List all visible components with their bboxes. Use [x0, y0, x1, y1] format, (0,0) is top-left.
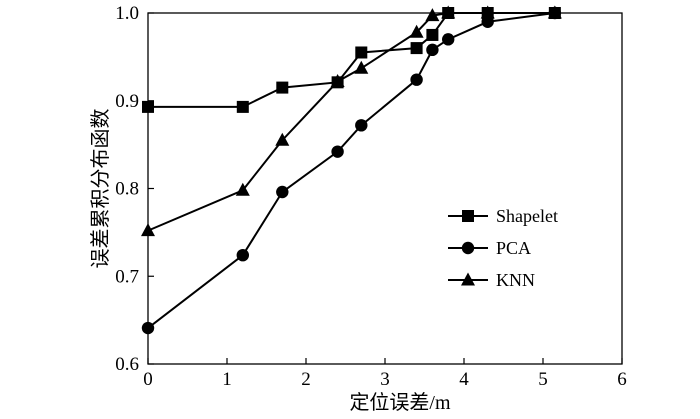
data-point-shapelet	[236, 100, 249, 113]
data-point-shapelet	[276, 81, 289, 94]
legend-marker-knn	[461, 272, 475, 286]
series-line-pca	[147, 12, 555, 329]
y-tick-label: 0.8	[115, 179, 139, 200]
y-tick-label: 0.9	[115, 91, 139, 112]
legend: Shapelet PCA KNN	[448, 206, 558, 290]
legend-label-shapelet: Shapelet	[496, 206, 558, 226]
data-point-shapelet	[426, 28, 439, 41]
legend-label-knn: KNN	[496, 270, 535, 290]
data-point-knn	[409, 24, 424, 38]
y-tick-label: 0.7	[115, 266, 139, 287]
plot-axes: 0 1 2 3 4 5 6 0.6 0.7 0.8 0.9 1.0	[115, 3, 627, 390]
data-point-shapelet	[142, 100, 154, 113]
data-point-pca	[355, 119, 368, 132]
data-point-pca	[236, 248, 249, 262]
data-point-pca	[276, 185, 289, 199]
series-shapelet	[142, 7, 561, 113]
data-point-shapelet	[410, 42, 423, 55]
data-point-knn	[141, 223, 155, 237]
data-point-pca	[442, 33, 455, 46]
y-axis-title: 误差累积分布函数	[89, 109, 112, 269]
data-point-knn	[441, 5, 456, 19]
y-tick-label: 0.6	[115, 354, 139, 375]
y-tick-label: 1.0	[115, 3, 139, 24]
series-line-shapelet	[148, 12, 555, 108]
series-pca	[141, 6, 562, 335]
data-point-knn	[235, 182, 250, 196]
x-tick-label: 4	[459, 369, 469, 390]
x-tick-label: 3	[380, 369, 390, 390]
data-point-knn	[480, 5, 495, 19]
data-point-pca	[481, 15, 494, 28]
data-point-pca	[331, 145, 344, 158]
legend-marker-shapelet	[462, 210, 474, 222]
series-knn	[141, 5, 562, 237]
x-tick-label: 0	[143, 369, 153, 390]
data-point-shapelet	[355, 46, 368, 59]
x-tick-label: 2	[301, 369, 311, 390]
data-point-knn	[425, 8, 440, 22]
x-axis-title: 定位误差/m	[349, 391, 451, 414]
legend-label-pca: PCA	[496, 238, 531, 258]
x-tick-label: 6	[617, 369, 627, 390]
data-point-knn	[547, 5, 562, 19]
data-point-pca	[141, 321, 155, 335]
data-point-knn	[354, 60, 369, 74]
series-line-knn	[147, 12, 555, 232]
data-point-knn	[330, 73, 345, 87]
data-point-pca	[426, 43, 439, 57]
data-point-knn	[275, 132, 290, 146]
plot-frame	[147, 12, 623, 365]
data-point-pca	[410, 73, 423, 86]
x-tick-label: 5	[538, 369, 548, 390]
legend-marker-pca	[461, 241, 475, 255]
series-layer	[141, 5, 562, 335]
x-tick-label: 1	[222, 369, 232, 390]
